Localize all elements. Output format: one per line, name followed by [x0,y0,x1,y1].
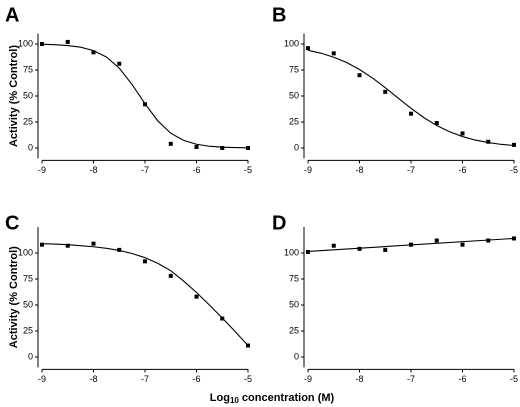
y-tick-label: 0 [294,142,299,152]
x-tick-label: -8 [89,165,97,175]
fit-curve [41,43,249,149]
y-tick-label: 75 [23,273,33,283]
data-point [117,61,122,66]
x-axis-label: Log10 concentration (M) [210,392,335,405]
panel-letter: D [272,212,286,234]
fit-curve [41,243,249,346]
x-tick-label: -6 [192,165,200,175]
x-label-rest: concentration (M) [239,392,335,404]
fit-curve [307,49,515,147]
x-tick-label: -8 [89,374,97,384]
data-point [194,294,199,299]
data-point [246,343,250,348]
data-point [486,139,491,144]
x-tick-label: -7 [407,374,415,384]
y-tick-label: 0 [28,142,33,152]
data-point [91,50,96,55]
data-point [65,39,70,44]
data-point [357,73,362,78]
data-point [40,242,44,247]
y-tick-label: 100 [18,247,33,257]
x-tick-label: -7 [141,165,149,175]
y-tick-label: 100 [284,38,299,48]
y-tick-label: 75 [23,64,33,74]
x-tick-label: -9 [304,374,312,384]
data-point [512,142,516,147]
x-tick-label: -7 [141,374,149,384]
data-point [434,238,439,243]
y-tick-label: 75 [289,273,299,283]
panel-letter: C [5,212,19,234]
y-tick-label: 0 [294,351,299,361]
x-tick-label: -9 [38,374,46,384]
y-tick-label: 50 [289,90,299,100]
data-point [91,241,96,246]
x-tick-label: -6 [192,374,200,384]
x-tick-label: -5 [244,165,252,175]
y-axis-label: Activity (% Control) [8,246,20,348]
y-tick-label: 25 [23,116,33,126]
data-point [143,259,147,264]
y-tick-label: 25 [289,116,299,126]
y-tick-label: 75 [289,64,299,74]
data-point [486,238,491,243]
x-tick-label: -9 [304,165,312,175]
x-tick-label: -7 [407,165,415,175]
data-point [168,141,173,146]
data-point [460,131,465,136]
x-label-sub: 10 [230,396,239,405]
y-axis-label: Activity (% Control) [8,45,20,147]
x-tick-label: -5 [510,165,518,175]
data-point [306,46,310,51]
y-tick-label: 100 [284,247,299,257]
data-point [383,89,388,94]
x-label-base: Log [210,392,230,404]
data-point [65,243,70,248]
x-tick-label: -5 [510,374,518,384]
panel-letter: A [5,4,19,26]
x-tick-label: -8 [355,165,363,175]
data-point [168,273,173,278]
y-tick-label: 25 [23,325,33,335]
x-tick-label: -5 [244,374,252,384]
y-tick-label: 50 [23,90,33,100]
y-tick-label: 50 [289,299,299,309]
data-point [331,243,336,248]
y-tick-label: 25 [289,325,299,335]
data-point [220,316,225,321]
data-point [460,242,465,247]
data-point [306,249,310,254]
data-point [409,111,413,116]
data-point [409,242,413,247]
data-point [512,236,516,241]
data-point [383,247,388,252]
data-point [143,102,147,107]
data-point [434,121,439,126]
data-point [357,246,362,251]
data-point [40,42,44,46]
data-point [194,144,199,149]
y-tick-label: 50 [23,299,33,309]
y-tick-label: 100 [18,38,33,48]
x-tick-label: -6 [458,165,466,175]
data-point [220,146,225,150]
y-tick-label: 0 [28,351,33,361]
panel-letter: B [272,4,286,26]
data-point [331,51,336,56]
data-point [117,247,122,252]
x-tick-label: -9 [38,165,46,175]
data-point [246,146,250,150]
x-tick-label: -8 [355,374,363,384]
x-tick-label: -6 [458,374,466,384]
